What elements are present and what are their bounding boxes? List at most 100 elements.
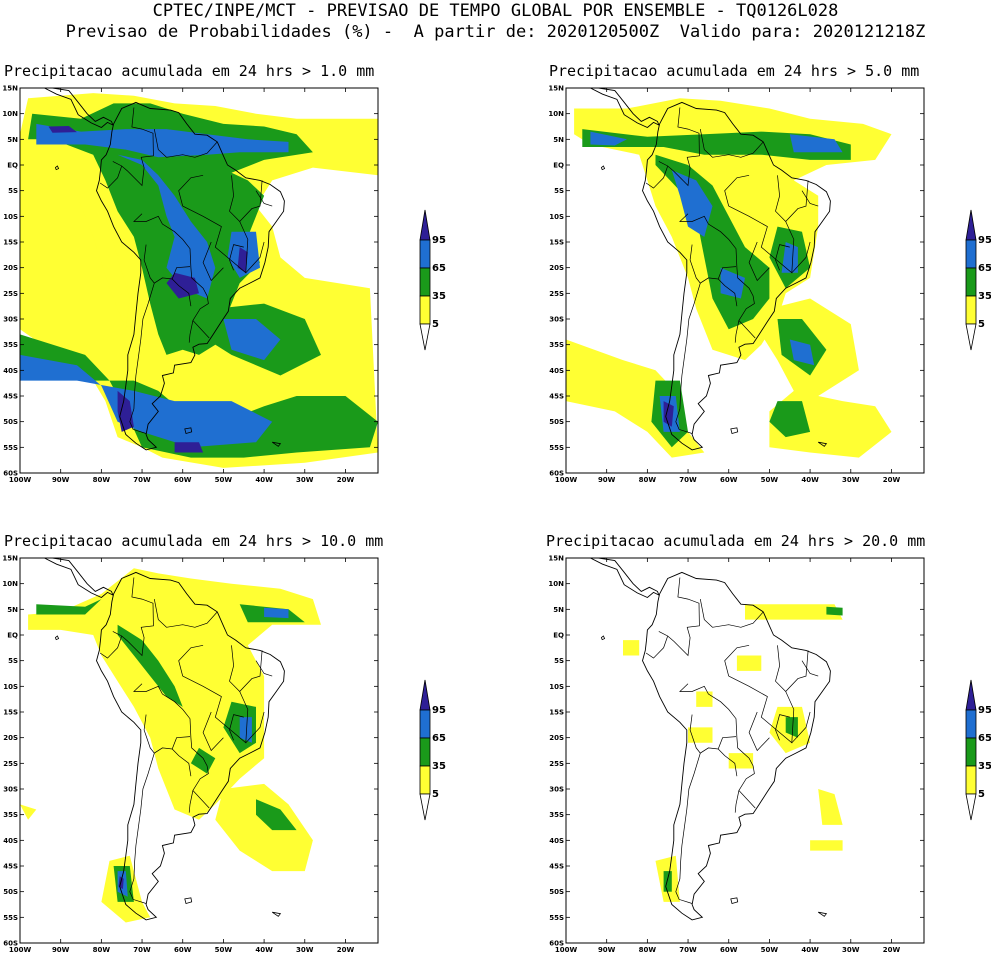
latitude-tick-label: 15S bbox=[549, 709, 564, 717]
country-border bbox=[699, 129, 764, 158]
probability-area-c35 bbox=[663, 871, 672, 892]
legend-swatch-35 bbox=[419, 267, 431, 297]
country-border bbox=[112, 107, 154, 187]
country-border bbox=[171, 278, 192, 307]
latitude-tick-label: 15N bbox=[548, 85, 564, 93]
longitude-tick-label: 90W bbox=[52, 476, 70, 482]
latitude-tick-label: 30S bbox=[3, 786, 18, 794]
latitude-tick-label: 10S bbox=[549, 213, 564, 221]
latitude-tick-label: 60S bbox=[549, 470, 564, 478]
latitude-tick-label: 25S bbox=[549, 290, 564, 298]
longitude-tick-label: 60W bbox=[174, 476, 192, 482]
legend-swatch-below-5 bbox=[965, 323, 977, 351]
probability-area-c5 bbox=[696, 691, 713, 707]
legend-label-65: 65 bbox=[432, 733, 446, 744]
latitude-tick-label: 10N bbox=[2, 580, 18, 588]
longitude-tick-label: 80W bbox=[639, 946, 657, 952]
probability-area-c65 bbox=[36, 123, 289, 158]
probability-area-c5 bbox=[745, 604, 843, 620]
country-border bbox=[775, 175, 786, 222]
latitude-tick-label: 5S bbox=[8, 657, 18, 665]
longitude-tick-label: 100W bbox=[9, 946, 32, 952]
latitude-tick-label: 50S bbox=[3, 888, 18, 896]
longitude-tick-label: 60W bbox=[174, 946, 192, 952]
island-outline bbox=[271, 441, 282, 447]
longitude-tick-label: 90W bbox=[52, 946, 70, 952]
legend-swatch-65 bbox=[419, 239, 431, 269]
latitude-tick-label: 40S bbox=[3, 367, 18, 375]
country-border bbox=[129, 282, 155, 434]
latitude-tick-label: 25S bbox=[3, 760, 18, 768]
country-border bbox=[171, 748, 192, 777]
island-outline bbox=[817, 441, 828, 447]
color-legend-5mm: 95 65 35 5 bbox=[965, 209, 991, 351]
central-america-coastline bbox=[566, 88, 660, 129]
latitude-tick-label: 5N bbox=[7, 136, 18, 144]
country-border bbox=[143, 714, 191, 754]
country-border bbox=[178, 174, 204, 207]
south-america-coastline bbox=[642, 101, 831, 451]
island-outline bbox=[54, 165, 60, 171]
country-border bbox=[255, 660, 273, 677]
longitude-tick-label: 70W bbox=[133, 476, 151, 482]
legend-swatch-below-5 bbox=[965, 793, 977, 821]
probability-area-c5 bbox=[736, 655, 762, 671]
country-border bbox=[801, 660, 819, 677]
longitude-tick-label: 20W bbox=[883, 946, 901, 952]
probability-area-c35 bbox=[256, 799, 297, 831]
legend-swatch-95 bbox=[419, 209, 431, 241]
figure-title-line-2: Previsao de Probabilidades (%) - A parti… bbox=[65, 22, 926, 42]
map-frame bbox=[19, 87, 379, 474]
probability-map-1mm: 15N 10N 5N EQ 5S 10S 15S 20S 25S 30S 35S 40S 45S 50S 5… bbox=[2, 85, 379, 482]
panel-title-5mm: Precipitacao acumulada em 24 hrs > 5.0 m… bbox=[549, 62, 920, 80]
longitude-tick-label: 90W bbox=[598, 946, 616, 952]
latitude-tick-label: 30S bbox=[549, 316, 564, 324]
longitude-tick-label: 50W bbox=[761, 946, 779, 952]
longitude-tick-label: 100W bbox=[555, 946, 578, 952]
longitude-tick-label: 100W bbox=[9, 476, 32, 482]
country-border bbox=[129, 752, 155, 904]
longitude-tick-label: 30W bbox=[296, 476, 314, 482]
probability-area-c95 bbox=[237, 247, 248, 273]
probability-area-c95 bbox=[174, 442, 204, 453]
probability-map-20mm: 15N 10N 5N EQ 5S 10S 15S 20S 25S 30S 35S 40S 45S 50S 5… bbox=[548, 555, 925, 952]
map-background bbox=[566, 558, 924, 943]
probability-area-c95 bbox=[48, 126, 77, 133]
country-border bbox=[645, 165, 669, 189]
island-outline bbox=[54, 635, 60, 641]
probability-area-c65 bbox=[264, 607, 289, 619]
map-frame bbox=[565, 87, 925, 474]
longitude-tick-label: 90W bbox=[598, 476, 616, 482]
longitude-tick-label: 60W bbox=[720, 476, 738, 482]
panel-title-10mm: Precipitacao acumulada em 24 hrs > 10.0 … bbox=[4, 532, 384, 550]
longitude-tick-label: 50W bbox=[215, 946, 233, 952]
country-border bbox=[202, 241, 224, 282]
longitude-tick-label: 100W bbox=[555, 476, 578, 482]
country-border bbox=[658, 107, 700, 187]
legend-swatch-65 bbox=[419, 709, 431, 739]
latitude-tick-label: 30S bbox=[549, 786, 564, 794]
latitude-tick-label: 55S bbox=[3, 914, 18, 922]
latitude-tick-label: 20S bbox=[3, 734, 18, 742]
probability-area-c65 bbox=[671, 170, 713, 237]
legend-swatch-5 bbox=[965, 765, 977, 795]
country-border bbox=[229, 175, 240, 222]
latitude-tick-label: 15S bbox=[549, 239, 564, 247]
legend-swatch-65 bbox=[965, 239, 977, 269]
country-border bbox=[734, 790, 740, 813]
probability-area-c35 bbox=[582, 129, 851, 160]
latitude-tick-label: 25S bbox=[3, 290, 18, 298]
latitude-tick-label: EQ bbox=[553, 632, 564, 640]
probability-area-c35 bbox=[20, 334, 378, 458]
country-border bbox=[679, 213, 756, 339]
legend-label-65: 65 bbox=[978, 263, 991, 274]
color-legend-1mm: 95 65 35 5 bbox=[419, 209, 446, 351]
latitude-tick-label: 60S bbox=[3, 940, 18, 948]
latitude-tick-label: 45S bbox=[549, 393, 564, 401]
country-border bbox=[748, 711, 770, 752]
longitude-tick-label: 20W bbox=[883, 476, 901, 482]
island-outline bbox=[600, 165, 606, 171]
longitude-tick-label: 30W bbox=[842, 476, 860, 482]
longitude-tick-label: 80W bbox=[639, 476, 657, 482]
latitude-tick-label: 60S bbox=[3, 470, 18, 478]
